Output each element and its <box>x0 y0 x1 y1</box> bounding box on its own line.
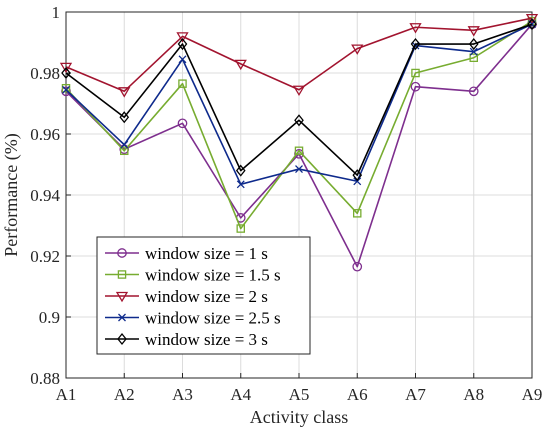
x-axis-label: Activity class <box>250 407 348 427</box>
data-point-marker <box>178 55 187 64</box>
y-tick-label: 0.9 <box>39 308 60 327</box>
data-point-marker <box>234 59 247 71</box>
y-tick-label: 1 <box>52 3 61 22</box>
y-axis-label: Performance (%) <box>1 133 22 256</box>
legend-marker <box>117 248 127 258</box>
series-2 <box>61 16 537 233</box>
data-point-marker <box>469 47 478 56</box>
data-point-marker <box>119 111 130 124</box>
data-point-marker <box>469 53 478 63</box>
legend-label: window size = 1 s <box>145 244 268 263</box>
axis-ticks: A1 A2 A3 A4 A5 A6 A7 A8 A9 0.88 0.9 0.92 0.94 0.96 0.9… <box>30 3 542 404</box>
legend-label: window size = 1.5 s <box>145 266 281 285</box>
y-tick-label: 0.92 <box>30 247 60 266</box>
legend-marker <box>117 270 127 279</box>
data-point-marker <box>294 114 304 127</box>
legend-marker <box>118 313 126 322</box>
legend-marker <box>117 332 127 346</box>
y-tick-label: 0.94 <box>30 186 60 205</box>
legend-label: window size = 2.5 s <box>145 309 281 328</box>
data-point-marker <box>410 37 421 51</box>
data-point-marker <box>236 224 245 233</box>
data-point-marker <box>409 23 422 34</box>
series-line <box>65 17 533 93</box>
series-line <box>65 23 533 176</box>
data-point-marker <box>410 81 421 92</box>
data-point-marker <box>292 85 306 97</box>
legend-item: window size = 2.5 s <box>105 309 281 328</box>
legend-items: window size = 1 s window size = 1.5 s wind… <box>105 244 281 349</box>
x-tick-label: A2 <box>114 385 135 404</box>
x-tick-label: A5 <box>289 385 310 404</box>
x-tick-label: A1 <box>56 385 77 404</box>
legend-item: window size = 3 s <box>105 330 268 349</box>
data-point-marker <box>177 118 188 129</box>
data-point-marker <box>120 140 129 149</box>
series-group <box>59 13 539 272</box>
y-tick-label: 0.96 <box>30 125 60 144</box>
data-point-marker <box>235 164 246 177</box>
data-point-marker <box>468 86 479 97</box>
data-point-marker <box>468 37 479 51</box>
data-point-marker <box>527 18 537 31</box>
data-point-marker <box>120 146 129 156</box>
x-tick-label: A3 <box>172 385 193 404</box>
data-point-marker <box>118 87 131 98</box>
data-point-marker <box>353 177 362 186</box>
y-tick-label: 0.98 <box>30 64 60 83</box>
legend-marker <box>115 291 129 303</box>
legend-item: window size = 1 s <box>105 244 268 263</box>
series-3 <box>59 13 539 98</box>
data-point-marker <box>62 85 70 94</box>
x-tick-label: A8 <box>463 385 484 404</box>
data-point-marker <box>61 84 71 93</box>
legend-item: window size = 2 s <box>105 287 268 306</box>
data-point-marker <box>351 44 364 55</box>
x-tick-label: A6 <box>347 385 368 404</box>
data-point-marker <box>294 146 304 156</box>
data-point-marker <box>525 13 539 25</box>
data-point-marker <box>411 68 420 78</box>
data-point-marker <box>352 169 363 182</box>
data-point-marker <box>177 37 188 51</box>
legend: window size = 1 s window size = 1.5 s wind… <box>96 236 311 355</box>
series-line <box>65 20 533 230</box>
data-point-marker <box>352 209 362 218</box>
data-point-marker <box>236 180 245 189</box>
legend-label: window size = 3 s <box>145 330 268 349</box>
data-point-marker <box>59 62 73 74</box>
y-tick-label: 0.88 <box>30 369 60 388</box>
x-tick-label: A9 <box>522 385 543 404</box>
data-point-marker <box>295 165 303 174</box>
data-point-marker <box>61 66 71 80</box>
data-point-marker <box>467 26 480 37</box>
x-tick-label: A4 <box>230 385 251 404</box>
data-point-marker <box>178 79 187 88</box>
legend-item: window size = 1.5 s <box>105 266 281 285</box>
x-tick-label: A7 <box>405 385 426 404</box>
legend-label: window size = 2 s <box>145 287 268 306</box>
data-point-marker <box>352 261 363 272</box>
series-5 <box>61 18 537 182</box>
data-point-marker <box>176 32 189 43</box>
